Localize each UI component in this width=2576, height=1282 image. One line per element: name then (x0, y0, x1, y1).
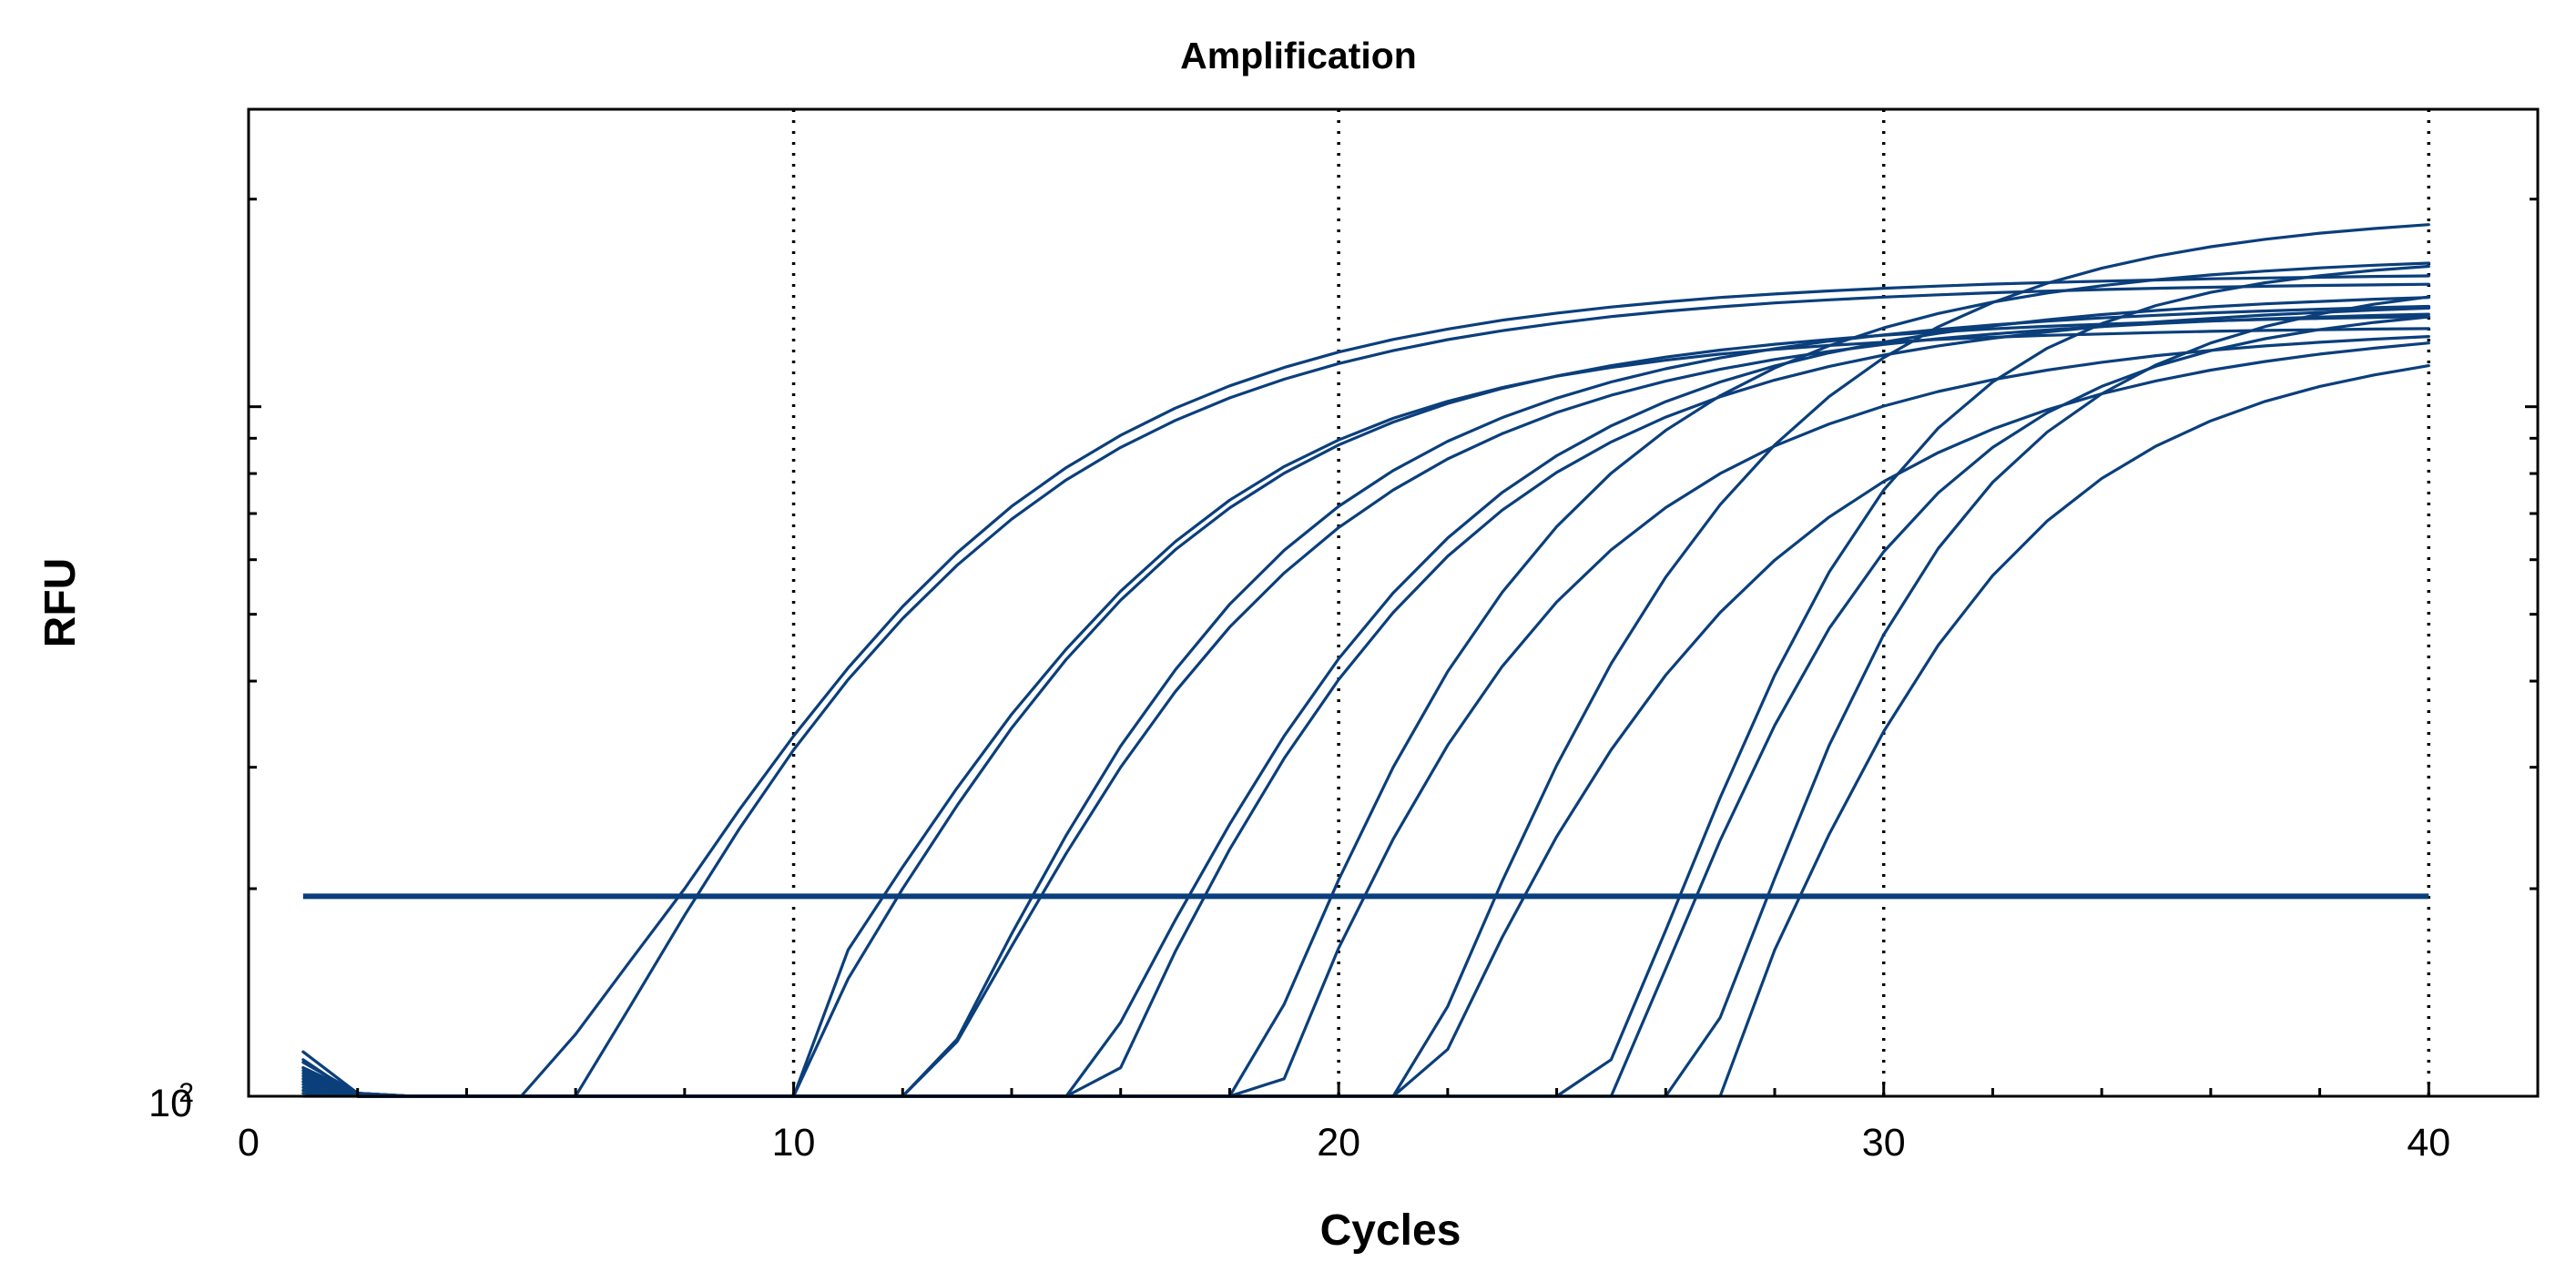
y-axis-label: RFU (36, 558, 85, 648)
axis-ticks (247, 198, 2540, 1098)
x-tick-label-0: 0 (238, 1121, 260, 1165)
amplification-curve-5[interactable] (301, 304, 2430, 1098)
x-tick-labels: 0 10 20 30 40 (238, 1121, 2450, 1165)
x-tick-label-20: 20 (1317, 1121, 1360, 1165)
amplification-curve-16[interactable] (301, 364, 2430, 1098)
amplification-curve-4[interactable] (301, 315, 2430, 1098)
x-tick-label-10: 10 (772, 1121, 816, 1165)
gridlines (791, 109, 2431, 1096)
x-axis-label: Cycles (1320, 1206, 1461, 1255)
amplification-curve-3[interactable] (301, 327, 2430, 1098)
y-tick-base: 10 (148, 1082, 192, 1125)
amplification-curve-12[interactable] (301, 341, 2430, 1098)
amplification-curve-11[interactable] (301, 223, 2430, 1098)
amplification-curve-6[interactable] (301, 312, 2430, 1098)
x-tick-label-40: 40 (2407, 1121, 2450, 1165)
chart-title: Amplification (1180, 35, 1417, 76)
x-tick-label-30: 30 (1862, 1121, 1906, 1165)
amplification-curve-8[interactable] (301, 306, 2430, 1098)
amplification-curve-7[interactable] (301, 296, 2430, 1098)
amplification-curve-1[interactable] (301, 274, 2430, 1098)
amplification-curve-15[interactable] (301, 295, 2430, 1098)
y-tick-label: 102 (148, 1078, 194, 1125)
amplification-curve-10[interactable] (301, 335, 2430, 1098)
amplification-curves (301, 223, 2430, 1098)
plot-frame (247, 107, 2540, 1098)
y-tick-exponent: 2 (178, 1078, 194, 1108)
